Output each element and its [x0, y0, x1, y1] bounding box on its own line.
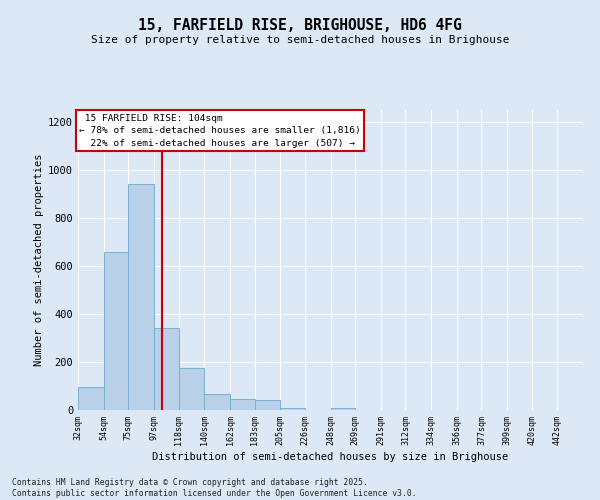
Bar: [331, 408, 355, 410]
Bar: [204, 394, 230, 410]
Bar: [128, 184, 154, 410]
Bar: [254, 400, 280, 410]
Text: Size of property relative to semi-detached houses in Brighouse: Size of property relative to semi-detach…: [91, 35, 509, 45]
Bar: [154, 328, 179, 410]
Text: 15 FARFIELD RISE: 104sqm
← 78% of semi-detached houses are smaller (1,816)
  22%: 15 FARFIELD RISE: 104sqm ← 78% of semi-d…: [79, 114, 361, 148]
Bar: [104, 252, 128, 410]
Bar: [280, 408, 305, 410]
Bar: [78, 387, 104, 410]
Bar: [179, 368, 204, 410]
Text: 15, FARFIELD RISE, BRIGHOUSE, HD6 4FG: 15, FARFIELD RISE, BRIGHOUSE, HD6 4FG: [138, 18, 462, 32]
Y-axis label: Number of semi-detached properties: Number of semi-detached properties: [34, 154, 44, 366]
X-axis label: Distribution of semi-detached houses by size in Brighouse: Distribution of semi-detached houses by …: [152, 452, 508, 462]
Text: Contains HM Land Registry data © Crown copyright and database right 2025.
Contai: Contains HM Land Registry data © Crown c…: [12, 478, 416, 498]
Bar: [230, 399, 254, 410]
